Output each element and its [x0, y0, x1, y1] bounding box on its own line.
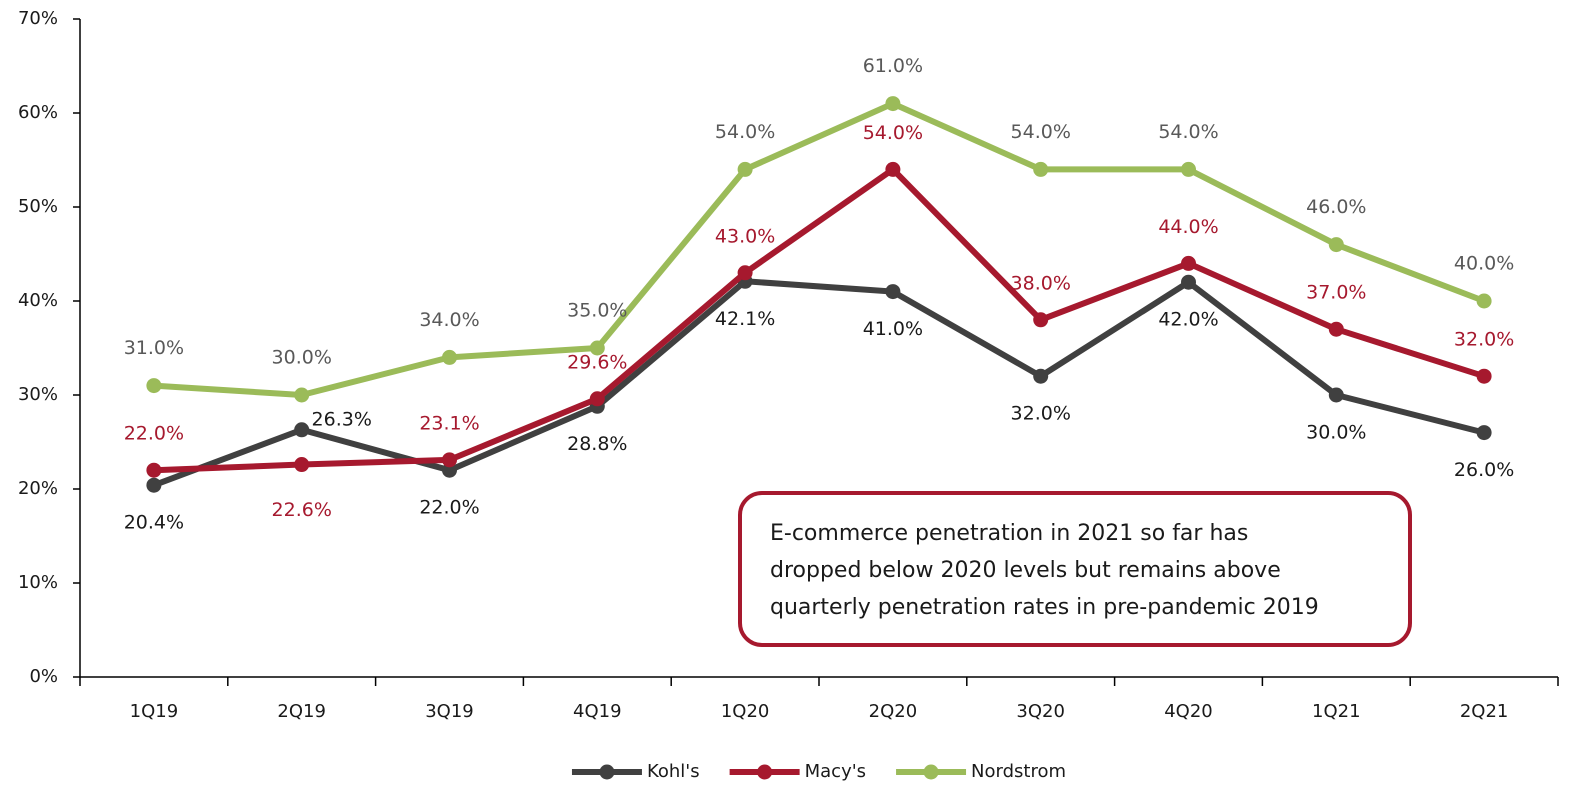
data-label: 41.0% — [863, 318, 923, 340]
legend-marker — [757, 764, 773, 780]
point — [1033, 161, 1049, 177]
data-label: 26.0% — [1454, 459, 1514, 481]
point — [1033, 368, 1049, 384]
point — [1181, 161, 1196, 177]
point — [1033, 312, 1049, 328]
point — [589, 391, 605, 407]
data-label: 29.6% — [567, 351, 627, 373]
data-label: 61.0% — [863, 55, 923, 77]
x-tick-label: 2Q21 — [1460, 701, 1509, 722]
data-label: 31.0% — [124, 337, 184, 359]
series-line — [152, 278, 1485, 489]
data-label: 40.0% — [1454, 253, 1514, 275]
y-tick-label: 40% — [18, 290, 58, 311]
legend-label: Kohl's — [647, 761, 700, 782]
point — [737, 265, 753, 281]
data-label: 44.0% — [1158, 216, 1218, 238]
y-tick-label: 70% — [18, 8, 58, 29]
data-label: 54.0% — [715, 121, 775, 143]
point — [442, 452, 457, 468]
legend: Kohl's Macy's Nordstrom — [571, 761, 1066, 782]
legend-label: Nordstrom — [971, 761, 1066, 782]
annotation-box — [738, 491, 1412, 647]
data-label: 22.6% — [272, 499, 332, 521]
annotation-text: E-commerce penetration in 2021 so far ha… — [770, 521, 1248, 546]
data-label: 42.0% — [1158, 309, 1218, 331]
x-tick-label: 3Q19 — [425, 701, 474, 722]
x-tick-label: 1Q21 — [1312, 701, 1361, 722]
point — [885, 161, 901, 177]
data-label: 54.0% — [1158, 121, 1218, 143]
y-tick-label: 60% — [18, 102, 58, 123]
x-tick-label: 4Q19 — [573, 701, 622, 722]
data-label: 30.0% — [1306, 422, 1366, 444]
data-label: 42.1% — [715, 308, 775, 330]
data-label: 32.0% — [1454, 329, 1514, 351]
x-tick-label: 4Q20 — [1164, 701, 1213, 722]
point — [146, 477, 162, 493]
data-label: 54.0% — [863, 122, 923, 144]
data-label: 23.1% — [419, 412, 479, 434]
legend-label: Macy's — [805, 761, 866, 782]
point — [442, 349, 457, 365]
data-label: 38.0% — [1011, 272, 1071, 294]
data-label: 22.0% — [124, 423, 184, 445]
data-label: 26.3% — [312, 408, 372, 430]
data-label: 22.0% — [419, 497, 479, 519]
point — [1328, 387, 1344, 403]
point — [146, 462, 162, 478]
point — [1476, 425, 1492, 441]
point — [294, 457, 310, 473]
series-line — [153, 100, 1486, 398]
point — [294, 422, 310, 438]
legend-marker — [599, 764, 615, 780]
data-label: 20.4% — [124, 512, 184, 534]
point — [737, 161, 753, 177]
point — [885, 284, 901, 300]
data-label: 54.0% — [1011, 121, 1071, 143]
annotation-text: quarterly penetration rates in pre-pande… — [770, 595, 1319, 620]
point — [589, 340, 605, 356]
y-tick-label: 50% — [18, 196, 58, 217]
point — [1328, 237, 1344, 253]
data-label: 37.0% — [1306, 282, 1366, 304]
data-label: 43.0% — [715, 225, 775, 247]
point — [146, 378, 162, 394]
data-label: 32.0% — [1011, 403, 1071, 425]
series-line — [153, 166, 1486, 474]
y-tick-label: 0% — [29, 666, 58, 687]
point — [1476, 368, 1492, 384]
y-tick-label: 10% — [18, 572, 58, 593]
x-tick-label: 1Q19 — [130, 701, 179, 722]
y-tick-label: 20% — [18, 478, 58, 499]
point — [1181, 255, 1196, 271]
x-tick-label: 3Q20 — [1016, 701, 1065, 722]
data-label: 35.0% — [567, 300, 627, 322]
point — [1328, 321, 1344, 337]
point — [885, 96, 901, 112]
data-label: 30.0% — [272, 347, 332, 369]
point — [1181, 274, 1196, 290]
x-tick-label: 2Q20 — [869, 701, 918, 722]
x-tick-label: 1Q20 — [721, 701, 770, 722]
y-tick-label: 30% — [18, 384, 58, 405]
legend-marker — [923, 764, 939, 780]
x-tick-label: 2Q19 — [277, 701, 326, 722]
point — [442, 462, 457, 478]
data-label: 46.0% — [1306, 196, 1366, 218]
data-label: 28.8% — [567, 433, 627, 455]
point — [294, 387, 310, 403]
data-label: 34.0% — [419, 309, 479, 331]
annotation-text: dropped below 2020 levels but remains ab… — [770, 558, 1281, 583]
point — [1476, 293, 1492, 309]
